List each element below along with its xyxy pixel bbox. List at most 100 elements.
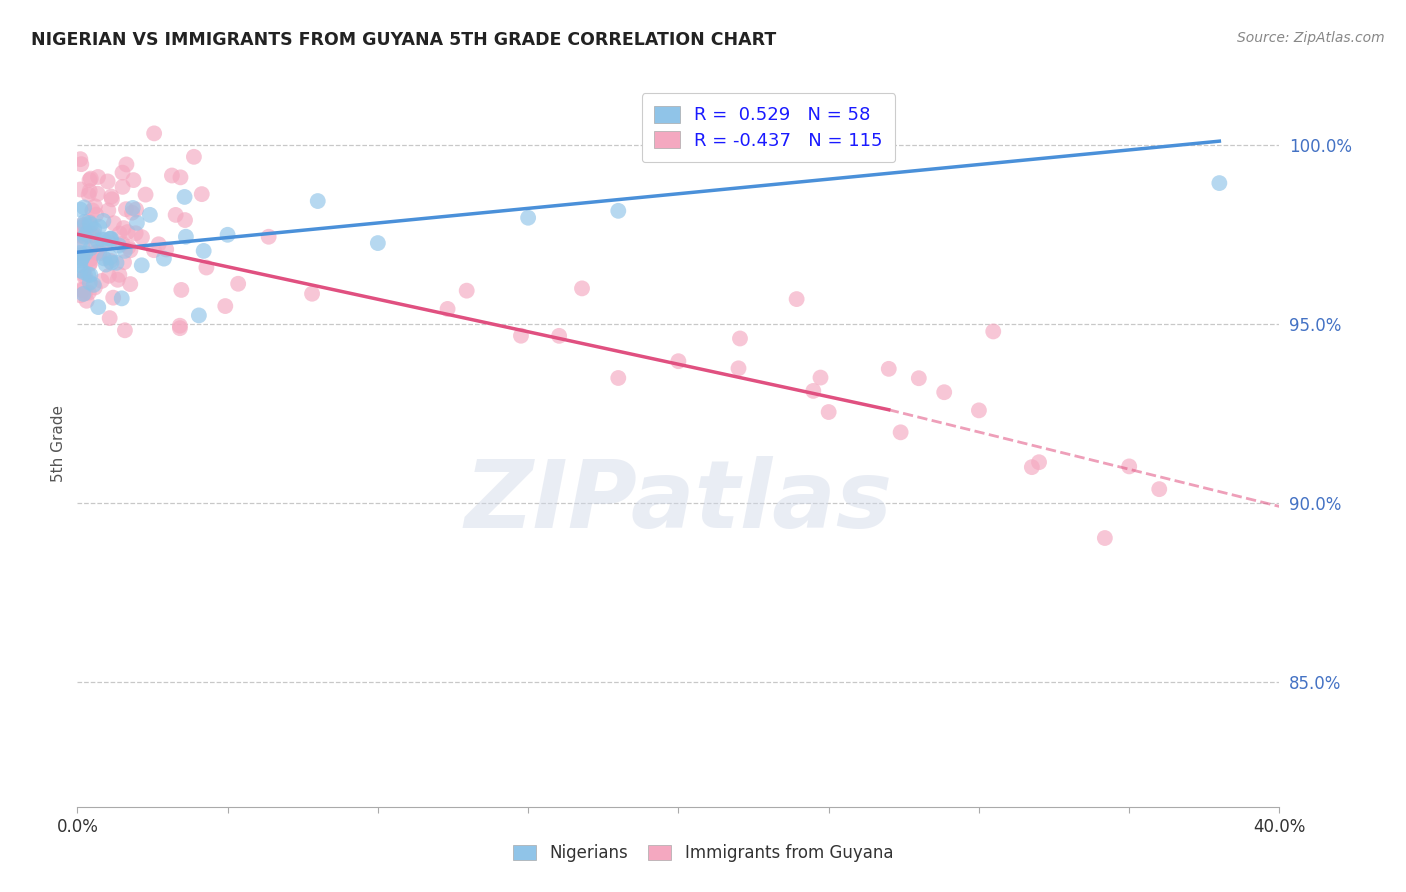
- Point: [79, 228, 101, 243]
- Point: [122, 173, 145, 187]
- Point: [72, 265, 94, 279]
- Point: [155, 243, 177, 257]
- Point: [100, 231, 122, 245]
- Point: [125, 202, 148, 217]
- Point: [117, 240, 139, 254]
- Point: [93, 214, 115, 228]
- Point: [727, 361, 749, 376]
- Point: [226, 277, 249, 291]
- Point: [70, 238, 93, 252]
- Point: [108, 238, 131, 252]
- Point: [117, 225, 139, 239]
- Point: [108, 268, 131, 282]
- Point: [456, 284, 478, 298]
- Point: [69, 288, 91, 302]
- Point: [810, 370, 832, 384]
- Point: [83, 280, 105, 294]
- Point: [668, 354, 690, 368]
- Point: [83, 277, 105, 292]
- Point: [69, 182, 91, 196]
- Point: [79, 252, 101, 267]
- Point: [139, 208, 162, 222]
- Point: [169, 321, 191, 335]
- Point: [174, 229, 197, 244]
- Point: [1021, 460, 1043, 475]
- Point: [217, 227, 239, 242]
- Point: [72, 227, 94, 241]
- Point: [90, 274, 112, 288]
- Point: [101, 192, 124, 206]
- Point: [77, 285, 100, 300]
- Point: [79, 257, 101, 271]
- Text: Source: ZipAtlas.com: Source: ZipAtlas.com: [1237, 31, 1385, 45]
- Point: [131, 258, 153, 272]
- Point: [93, 252, 115, 266]
- Point: [103, 216, 125, 230]
- Point: [87, 234, 110, 248]
- Point: [908, 371, 931, 385]
- Point: [98, 232, 121, 246]
- Point: [97, 174, 120, 188]
- Point: [98, 235, 121, 250]
- Point: [69, 263, 91, 277]
- Point: [112, 255, 135, 269]
- Point: [108, 227, 131, 241]
- Point: [94, 258, 117, 272]
- Point: [84, 245, 107, 260]
- Point: [87, 169, 110, 184]
- Point: [75, 268, 97, 283]
- Point: [607, 371, 630, 385]
- Point: [111, 166, 134, 180]
- Point: [187, 309, 209, 323]
- Text: NIGERIAN VS IMMIGRANTS FROM GUYANA 5TH GRADE CORRELATION CHART: NIGERIAN VS IMMIGRANTS FROM GUYANA 5TH G…: [31, 31, 776, 49]
- Point: [70, 253, 93, 268]
- Point: [135, 187, 157, 202]
- Point: [86, 186, 108, 201]
- Point: [367, 236, 389, 251]
- Point: [79, 256, 101, 270]
- Point: [121, 205, 143, 219]
- Point: [69, 152, 91, 166]
- Point: [148, 237, 170, 252]
- Point: [100, 189, 122, 203]
- Point: [111, 179, 134, 194]
- Point: [786, 292, 808, 306]
- Point: [75, 227, 97, 241]
- Point: [97, 268, 120, 283]
- Point: [121, 201, 143, 215]
- Point: [70, 251, 93, 265]
- Point: [728, 331, 751, 345]
- Point: [125, 226, 148, 240]
- Point: [160, 169, 183, 183]
- Point: [98, 251, 121, 265]
- Point: [79, 276, 101, 290]
- Point: [77, 214, 100, 228]
- Point: [87, 300, 110, 314]
- Point: [70, 157, 93, 171]
- Point: [75, 226, 97, 240]
- Point: [165, 208, 187, 222]
- Point: [571, 281, 593, 295]
- Point: [75, 285, 97, 300]
- Point: [84, 208, 107, 222]
- Point: [69, 228, 91, 243]
- Point: [79, 268, 101, 282]
- Point: [517, 211, 540, 225]
- Point: [1094, 531, 1116, 545]
- Point: [80, 171, 103, 186]
- Point: [100, 232, 122, 246]
- Point: [73, 270, 96, 285]
- Point: [98, 311, 121, 326]
- Point: [1028, 455, 1050, 469]
- Point: [801, 384, 824, 398]
- Point: [307, 194, 329, 208]
- Point: [69, 235, 91, 250]
- Point: [82, 203, 104, 218]
- Point: [70, 247, 93, 261]
- Point: [86, 245, 108, 260]
- Point: [120, 244, 142, 258]
- Point: [169, 170, 191, 185]
- Point: [142, 243, 165, 257]
- Point: [153, 252, 176, 266]
- Legend: R =  0.529   N = 58, R = -0.437   N = 115: R = 0.529 N = 58, R = -0.437 N = 115: [641, 93, 896, 162]
